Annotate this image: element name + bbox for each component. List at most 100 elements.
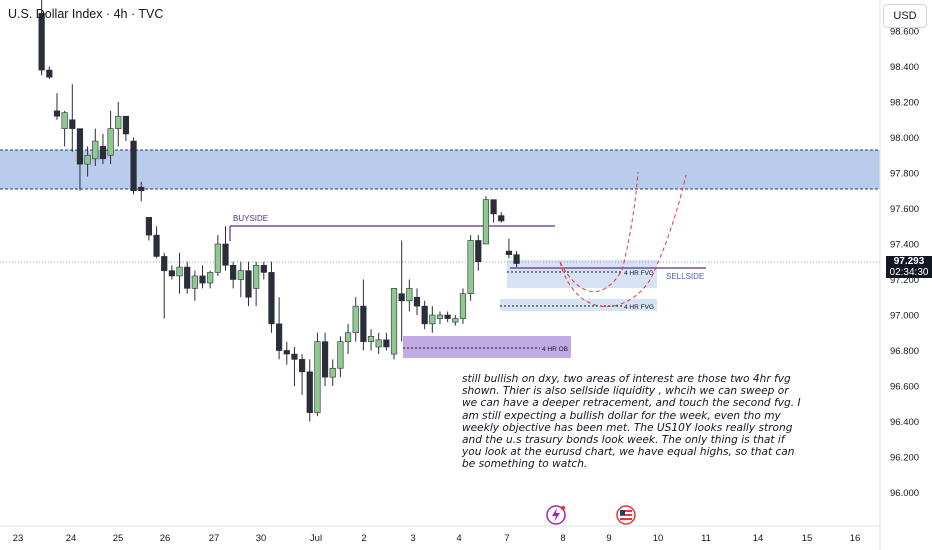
fvg-2-label: 4 HR FVG — [624, 304, 654, 311]
candle — [436, 311, 444, 324]
price-tick-label: 97.400 — [890, 240, 919, 251]
candle-body — [199, 275, 206, 284]
candle — [268, 261, 275, 333]
order-block-label: 4 HR OB — [542, 346, 568, 353]
candle-body — [122, 115, 130, 135]
price-tick-label: 97.600 — [890, 204, 919, 215]
candle — [69, 84, 76, 152]
candle-body — [421, 305, 428, 325]
candle — [413, 288, 421, 315]
candle — [367, 329, 375, 351]
candle-body — [283, 350, 290, 355]
candle — [245, 261, 252, 307]
order-block-zone — [403, 336, 571, 358]
candle-body — [237, 270, 244, 280]
time-tick-label: Jul — [310, 533, 322, 544]
price-tick-label: 97.000 — [890, 311, 919, 322]
candle-body — [69, 119, 76, 129]
candle — [467, 235, 474, 301]
candle-body — [230, 264, 237, 280]
candle-body — [475, 240, 482, 263]
candle — [222, 226, 229, 271]
candle — [276, 297, 283, 360]
candle-body — [92, 140, 99, 160]
candle — [291, 346, 298, 386]
candle — [383, 332, 390, 351]
price-tick-label: 98.200 — [890, 98, 919, 109]
sellside-label: SELLSIDE — [666, 272, 704, 281]
candle-body — [99, 146, 107, 160]
projection-path-deep — [559, 174, 687, 308]
candle-body — [467, 240, 474, 294]
lightning-event-icon[interactable] — [546, 505, 566, 525]
candle-body — [459, 293, 467, 319]
candle-body — [452, 318, 459, 323]
currency-button[interactable]: USD — [883, 4, 927, 28]
candle — [352, 297, 359, 342]
candle-body — [306, 371, 313, 413]
candle — [61, 110, 68, 147]
candle — [337, 336, 344, 378]
candle-body — [344, 332, 352, 342]
candle — [306, 359, 313, 422]
candle-body — [38, 12, 45, 71]
candle — [191, 270, 198, 301]
candle-body — [276, 323, 283, 351]
candle — [260, 261, 267, 280]
time-tick-label: 30 — [256, 533, 267, 544]
candle-body — [184, 266, 191, 289]
candle-body — [245, 270, 252, 298]
candle — [321, 332, 329, 386]
time-tick-label: 3 — [410, 533, 415, 544]
candle-body — [291, 353, 298, 360]
candle-body — [406, 288, 413, 302]
candle-body — [214, 243, 221, 273]
candle-body — [314, 341, 321, 413]
lightning-glyph — [552, 508, 560, 522]
candle-body — [138, 186, 145, 192]
candle — [398, 240, 405, 342]
candle-body — [498, 215, 505, 222]
candle — [505, 238, 513, 259]
candle — [452, 315, 459, 326]
candle — [314, 332, 321, 417]
candle-body — [375, 339, 382, 348]
candle — [199, 265, 206, 289]
bar-countdown: 02:34:30 — [889, 267, 929, 278]
flag-stripe — [620, 518, 632, 520]
candle-body — [46, 69, 53, 78]
candle — [360, 279, 367, 351]
candle-body — [482, 199, 490, 245]
price-tick-label: 96.200 — [890, 453, 919, 464]
candle-body — [490, 199, 497, 215]
candle — [459, 288, 467, 324]
candle — [38, 0, 45, 76]
candle — [53, 93, 61, 120]
candle — [184, 261, 191, 294]
candle-body — [360, 305, 367, 342]
candle-body — [383, 339, 390, 348]
candle-body — [298, 359, 306, 373]
candle — [99, 133, 107, 165]
candle-body — [429, 314, 436, 325]
time-tick-label: 25 — [113, 533, 124, 544]
time-tick-label: 2 — [361, 533, 366, 544]
candle-body — [161, 256, 168, 271]
price-tick-label: 96.400 — [890, 417, 919, 428]
time-tick-label: 27 — [209, 533, 220, 544]
candle — [207, 270, 214, 289]
candle — [161, 252, 168, 319]
candle-body — [413, 296, 421, 307]
candle-body — [513, 254, 520, 264]
candle-body — [444, 314, 451, 319]
candle-body — [329, 367, 336, 378]
us-flag-event-icon[interactable] — [616, 505, 636, 525]
lightning-event-dot — [560, 505, 566, 511]
candle-body — [53, 110, 61, 117]
candle-body — [61, 112, 68, 129]
candle-body — [222, 243, 229, 266]
chart-title: U.S. Dollar Index · 4h · TVC — [8, 7, 164, 21]
candle-body — [107, 128, 114, 156]
